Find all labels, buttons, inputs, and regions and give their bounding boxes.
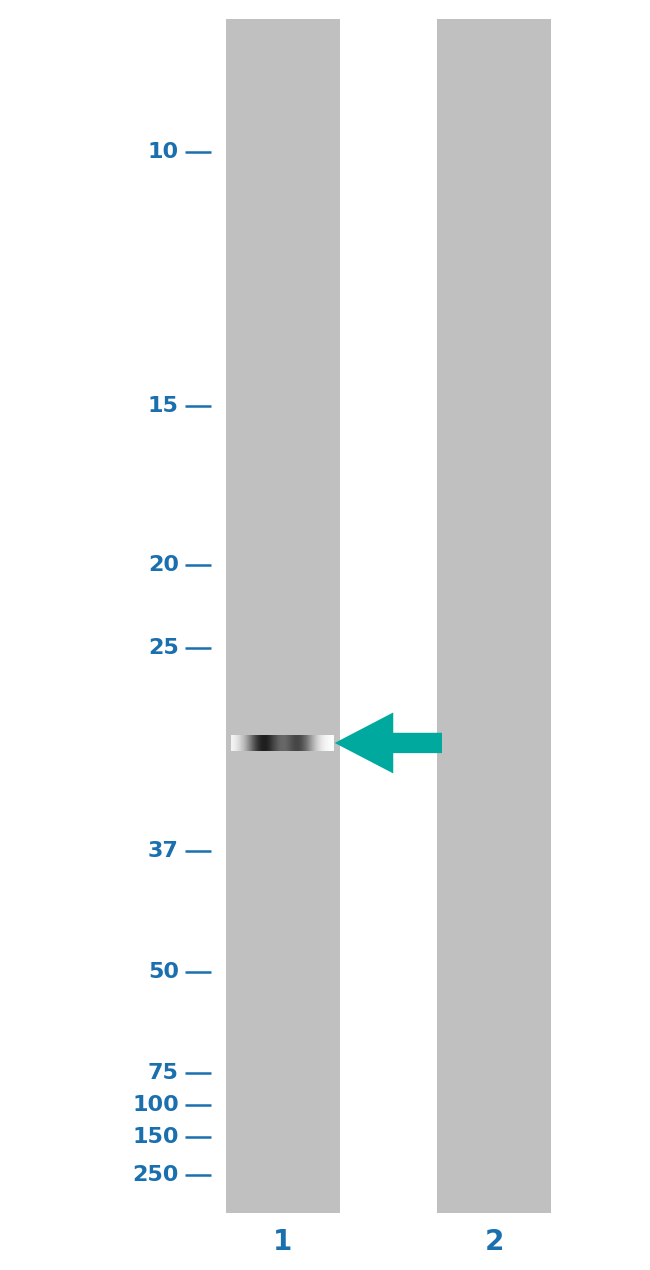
Text: 250: 250 (133, 1165, 179, 1185)
Text: 20: 20 (148, 555, 179, 575)
Text: 150: 150 (132, 1126, 179, 1147)
Text: 50: 50 (148, 961, 179, 982)
Bar (437, 19, 551, 1213)
Text: 2: 2 (484, 1228, 504, 1256)
Text: 15: 15 (148, 396, 179, 417)
Text: 10: 10 (148, 142, 179, 163)
Bar (226, 19, 339, 1213)
Text: 75: 75 (148, 1063, 179, 1083)
FancyArrow shape (335, 712, 442, 773)
Text: 25: 25 (148, 638, 179, 658)
Text: 100: 100 (132, 1095, 179, 1115)
Text: 1: 1 (273, 1228, 292, 1256)
Text: 37: 37 (148, 841, 179, 861)
